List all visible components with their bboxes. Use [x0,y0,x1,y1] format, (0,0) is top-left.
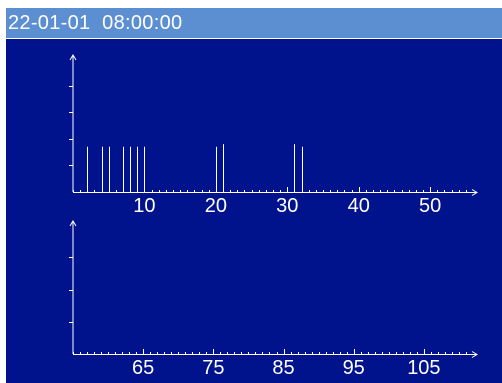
x-tick-label: 105 [407,357,440,379]
x-tick-label: 50 [419,195,441,217]
x-tick-label: 95 [343,357,365,379]
chart-low-range: 10 20 30 40 50 [69,54,478,217]
x-tick-label: 75 [202,357,224,379]
x-axis-arrow [471,351,478,358]
chart-high-range: 65 75 85 95 105 [69,220,478,379]
x-tick-label: 30 [276,195,298,217]
spectrum-panel [6,39,502,383]
x-tick-label: 20 [205,195,227,217]
x-tick-label: 85 [272,357,294,379]
y-axis-arrow [69,220,77,227]
x-tick-label: 10 [133,195,155,217]
datetime-label: 22-01-01 08:00:00 [8,12,183,34]
x-axis-arrow [471,189,478,196]
x-tick-label: 65 [132,357,154,379]
y-axis-arrow [69,54,77,61]
x-tick-label: 40 [348,195,370,217]
title-bar: 22-01-01 08:00:00 [6,8,502,38]
